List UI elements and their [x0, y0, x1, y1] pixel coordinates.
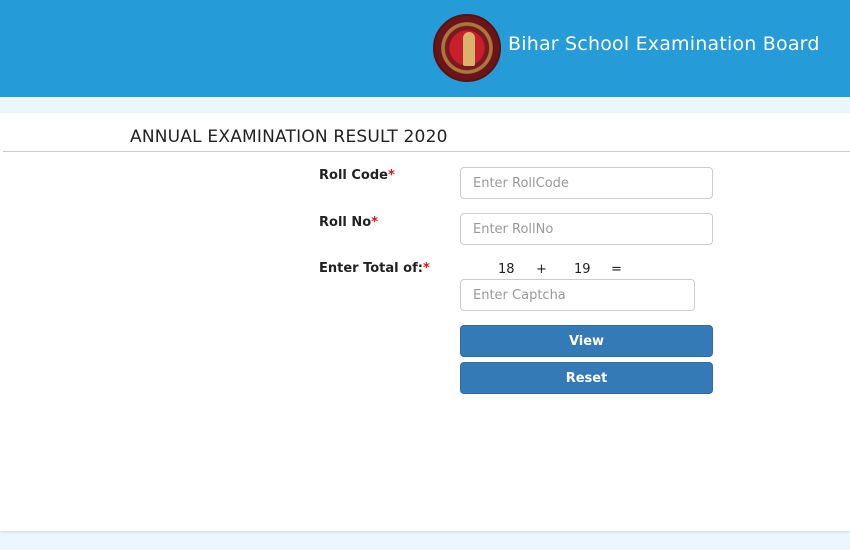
site-header: Bihar School Examination Board — [0, 0, 850, 97]
page-title: ANNUAL EXAMINATION RESULT 2020 — [130, 127, 448, 147]
captcha-label: Enter Total of:* — [319, 261, 430, 276]
captcha-operand-b: 19 — [574, 262, 591, 277]
captcha-operator: + — [536, 262, 547, 277]
captcha-input[interactable] — [460, 279, 695, 311]
roll-no-input[interactable] — [460, 213, 713, 245]
divider — [3, 151, 850, 152]
roll-code-input[interactable] — [460, 167, 713, 199]
reset-button[interactable]: Reset — [460, 362, 713, 394]
result-form-panel: ANNUAL EXAMINATION RESULT 2020 Roll Code… — [0, 113, 850, 531]
captcha-equals: = — [611, 262, 622, 277]
roll-code-label: Roll Code* — [319, 168, 395, 183]
bseb-logo-icon — [433, 14, 501, 82]
captcha-operand-a: 18 — [498, 262, 515, 277]
roll-no-label: Roll No* — [319, 215, 379, 230]
site-title: Bihar School Examination Board — [508, 33, 820, 55]
view-button[interactable]: View — [460, 325, 713, 357]
